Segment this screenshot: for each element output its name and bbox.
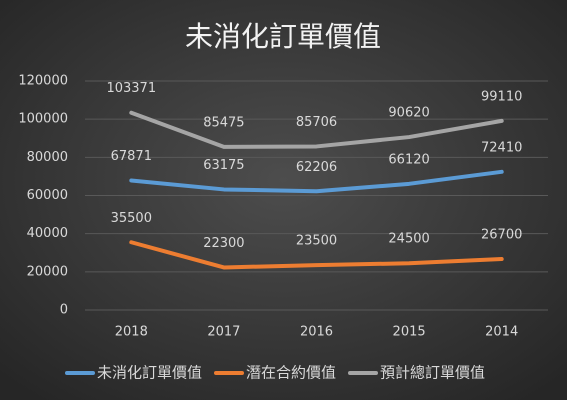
y-tick-label: 40000 — [27, 226, 68, 241]
legend-label: 潛在合約價值 — [246, 364, 336, 382]
data-label: 90620 — [388, 106, 429, 121]
data-label: 72410 — [481, 140, 522, 155]
x-tick-label: 2018 — [115, 325, 148, 340]
y-tick-label: 80000 — [27, 150, 68, 165]
data-label: 62206 — [296, 160, 337, 175]
data-label: 22300 — [203, 236, 244, 251]
series-line — [129, 240, 504, 270]
y-tick-label: 20000 — [27, 264, 68, 279]
data-label: 26700 — [481, 228, 522, 243]
y-tick-label: 60000 — [27, 188, 68, 203]
data-label: 67871 — [111, 149, 152, 164]
x-tick-label: 2016 — [300, 325, 333, 340]
y-tick-label: 100000 — [18, 112, 68, 127]
x-tick-label: 2014 — [485, 325, 518, 340]
series-line — [129, 110, 504, 149]
y-tick-label: 0 — [60, 303, 68, 318]
legend-label: 未消化訂單價值 — [97, 364, 202, 382]
data-label: 85475 — [203, 115, 244, 130]
data-label: 35500 — [111, 211, 152, 226]
data-label: 103371 — [106, 81, 156, 96]
y-tick-label: 120000 — [18, 74, 68, 89]
data-label: 23500 — [296, 234, 337, 249]
data-label: 24500 — [388, 232, 429, 247]
x-tick-label: 2015 — [393, 325, 426, 340]
data-label: 63175 — [203, 158, 244, 173]
legend-label: 預計總訂單價值 — [380, 364, 485, 382]
series-line — [129, 169, 504, 194]
chart-title: 未消化訂單價值 — [185, 20, 381, 53]
x-tick-label: 2017 — [207, 325, 240, 340]
data-label: 66120 — [388, 152, 429, 167]
data-label: 99110 — [481, 89, 522, 104]
data-label: 85706 — [296, 115, 337, 130]
